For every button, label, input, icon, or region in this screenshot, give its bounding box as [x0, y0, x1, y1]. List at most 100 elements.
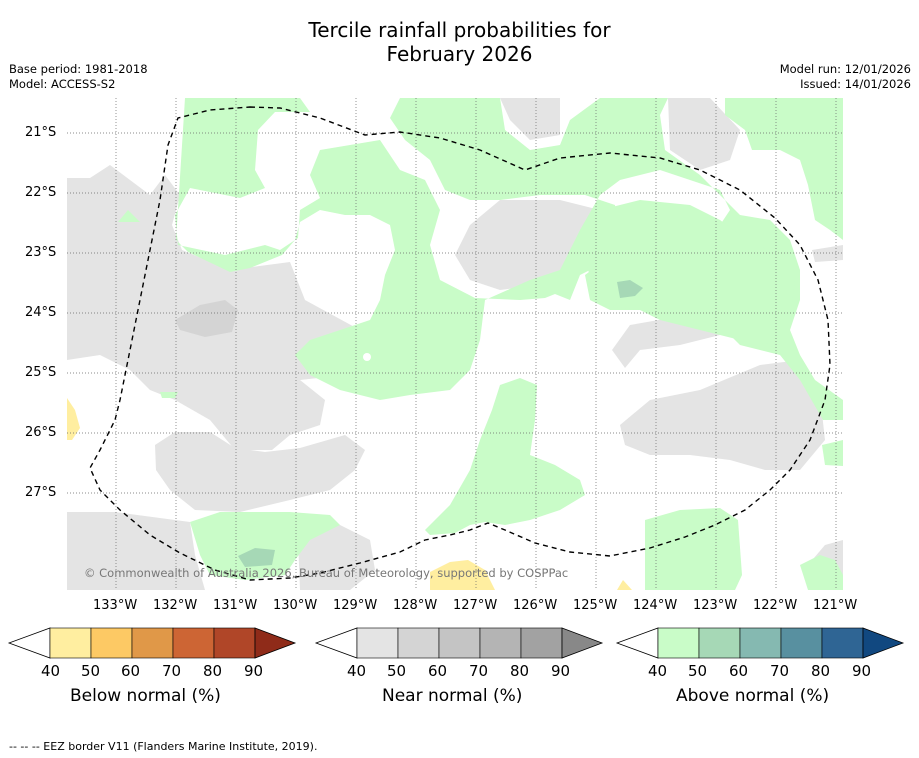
lon-label: 130°W	[273, 598, 318, 613]
colorbar-below-swatch	[49, 627, 92, 659]
eez-legend-note: -- -- -- EEZ border V11 (Flanders Marine…	[9, 740, 318, 753]
colorbar-above-swatch	[698, 627, 741, 659]
colorbar-below-tick: 50	[81, 662, 101, 680]
lon-label: 132°W	[153, 598, 198, 613]
above-normal-region	[800, 555, 843, 590]
colorbar-above-swatch	[739, 627, 782, 659]
lon-label: 121°W	[813, 598, 858, 613]
near-normal-region	[67, 512, 205, 590]
meta-right: Model run: 12/01/2026 Issued: 14/01/2026	[780, 62, 911, 92]
colorbar-near-over-arrow	[561, 627, 604, 659]
near-normal-region	[668, 98, 740, 170]
colorbar-near-swatch	[356, 627, 399, 659]
below-normal-region	[430, 560, 495, 590]
lon-label: 125°W	[573, 598, 618, 613]
map-title: Tercile rainfall probabilities for Febru…	[0, 18, 919, 66]
colorbar-near-under-arrow	[314, 627, 358, 659]
above-normal-region	[118, 210, 140, 222]
colorbar-near-tick: 50	[387, 662, 407, 680]
above-normal-region	[645, 508, 742, 590]
colorbar-above-label: Above normal (%)	[676, 686, 830, 706]
colorbar-below-tick: 80	[203, 662, 223, 680]
lat-label: 26°S	[25, 425, 57, 440]
colorbar-above-over-arrow	[862, 627, 905, 659]
colorbar-below-label: Below normal (%)	[70, 686, 221, 706]
colorbar-near-swatch	[438, 627, 481, 659]
above-normal-region	[160, 392, 178, 398]
model-run: Model run: 12/01/2026	[779, 62, 911, 76]
base-period: Base period: 1981-2018	[9, 62, 148, 76]
lon-label: 131°W	[213, 598, 258, 613]
above-normal-region	[425, 378, 585, 535]
near-normal-region	[612, 318, 720, 368]
colorbar-near-label: Near normal (%)	[382, 686, 523, 706]
colorbar-near-swatch	[520, 627, 563, 659]
colorbar-above-tick: 80	[811, 662, 831, 680]
colorbar-near-swatch	[479, 627, 522, 659]
colorbar-above	[615, 627, 905, 659]
colorbar-near-tick: 90	[551, 662, 571, 680]
lat-label: 22°S	[25, 185, 57, 200]
probability-field	[67, 98, 843, 590]
below-normal-region	[617, 580, 632, 590]
colorbar-below-tick: 60	[121, 662, 141, 680]
colorbar-above-swatch	[780, 627, 823, 659]
near-normal-region	[155, 432, 365, 512]
near-normal-region	[620, 405, 810, 470]
colorbar-above-swatch	[657, 627, 700, 659]
above-normal-region	[238, 548, 275, 567]
colorbar-near-tick: 80	[510, 662, 530, 680]
model-name: Model: ACCESS-S2	[9, 77, 116, 91]
lat-label: 25°S	[25, 365, 57, 380]
above-normal-region	[585, 200, 795, 345]
near-normal-region	[175, 300, 238, 337]
near-normal-region	[812, 245, 843, 262]
above-normal-region	[617, 280, 643, 298]
colorbar-near-swatch	[397, 627, 440, 659]
above-normal-region	[822, 440, 843, 466]
colorbar-below-swatch	[90, 627, 133, 659]
colorbar-above-tick: 90	[852, 662, 872, 680]
colorbar-above-tick: 40	[648, 662, 668, 680]
lon-label: 128°W	[393, 598, 438, 613]
colorbar-below-swatch	[172, 627, 215, 659]
lon-label: 122°W	[753, 598, 798, 613]
above-normal-region	[725, 98, 843, 240]
lon-label: 127°W	[453, 598, 498, 613]
lat-label: 27°S	[25, 485, 57, 500]
colorbar-below-swatch	[131, 627, 174, 659]
colorbar-near-tick: 40	[347, 662, 367, 680]
colorbar-below-under-arrow	[7, 627, 51, 659]
lon-label: 129°W	[333, 598, 378, 613]
colorbar-near-tick: 60	[428, 662, 448, 680]
colorbar-above-tick: 60	[729, 662, 749, 680]
colorbar-below-swatch	[213, 627, 256, 659]
colorbar-above-tick: 70	[770, 662, 790, 680]
graticule	[67, 98, 843, 590]
lat-label: 21°S	[25, 125, 57, 140]
colorbar-below-tick: 40	[41, 662, 61, 680]
below-normal-region	[67, 398, 80, 440]
lon-label: 126°W	[513, 598, 558, 613]
colorbar-below-tick: 90	[244, 662, 264, 680]
eez-border	[89, 106, 831, 581]
lat-label: 24°S	[25, 305, 57, 320]
colorbar-below-tick: 70	[162, 662, 182, 680]
above-normal-region	[190, 512, 340, 580]
colorbar-above-under-arrow	[615, 627, 659, 659]
issued-date: Issued: 14/01/2026	[800, 77, 911, 91]
lon-label: 124°W	[633, 598, 678, 613]
colorbar-near-tick: 70	[469, 662, 489, 680]
colorbar-below	[7, 627, 297, 659]
colorbar-above-swatch	[821, 627, 864, 659]
above-normal-region	[175, 98, 843, 420]
title-line-1: Tercile rainfall probabilities for	[308, 18, 611, 42]
colorbar-near	[314, 627, 604, 659]
lon-label: 133°W	[93, 598, 138, 613]
near-normal-region	[500, 98, 560, 140]
colorbar-below-over-arrow	[254, 627, 297, 659]
copyright-notice: © Commonwealth of Australia 2026, Bureau…	[84, 566, 569, 580]
title-line-2: February 2026	[386, 42, 533, 66]
colorbar-above-tick: 50	[688, 662, 708, 680]
